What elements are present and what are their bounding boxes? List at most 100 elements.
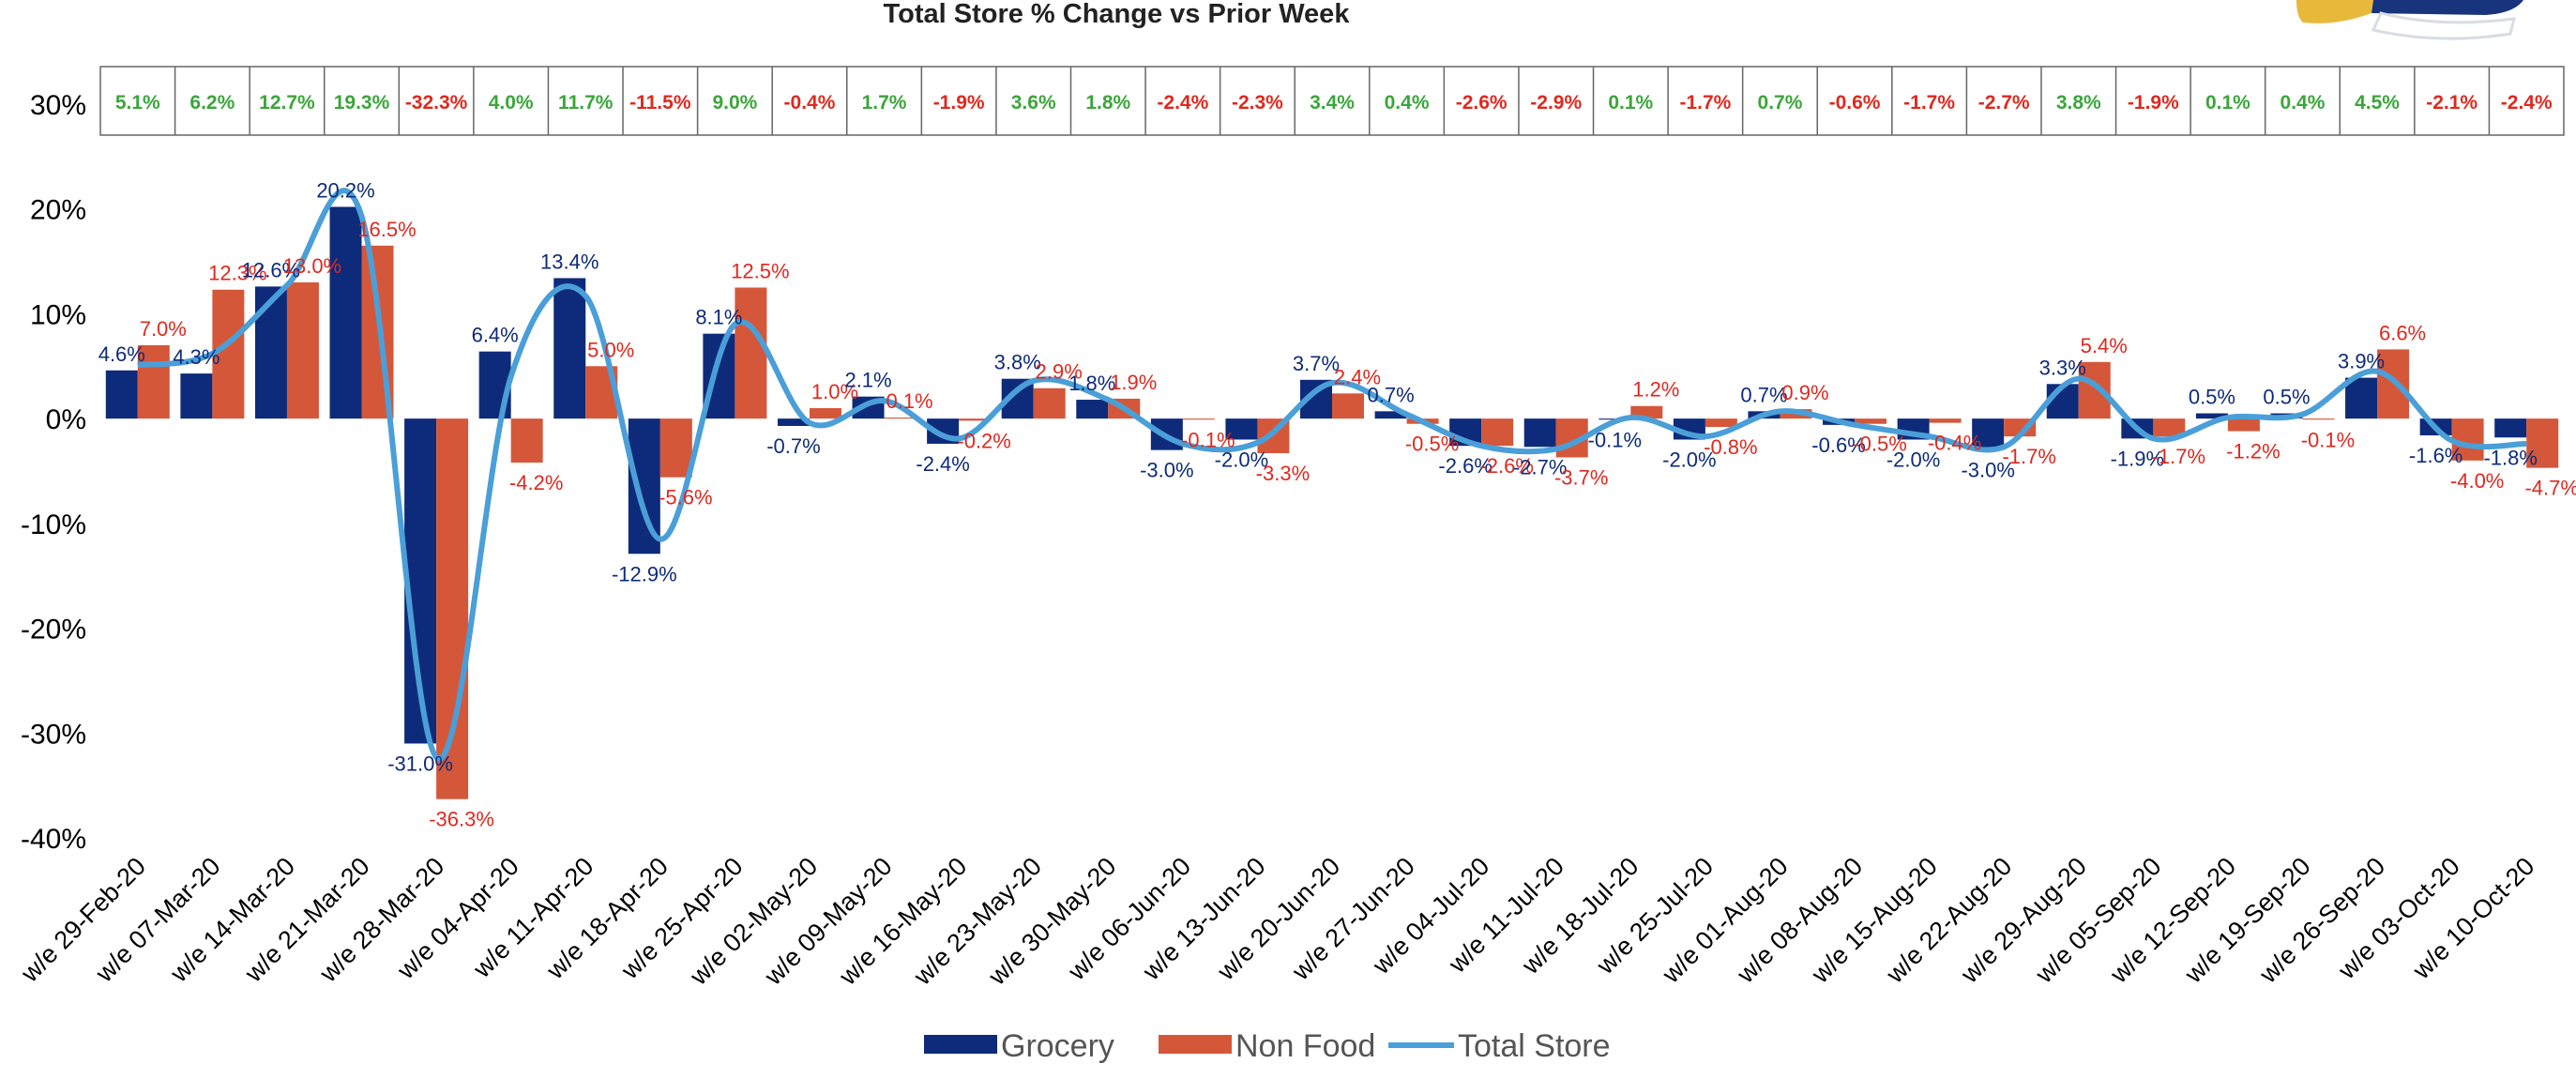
y-tick-label: 0% <box>46 404 86 435</box>
nonfood-data-label: 2.4% <box>1334 365 1381 388</box>
nonfood-bar <box>510 418 543 464</box>
y-tick-label: 20% <box>30 195 86 226</box>
x-tick-label: w/e 12-Sep-20 <box>2104 852 2241 989</box>
nonfood-data-label: -0.5% <box>1853 433 1906 456</box>
grocery-data-label: 20.2% <box>316 178 374 202</box>
legend-item-nonfood-label: Non Food <box>1235 1028 1375 1064</box>
nonfood-bar <box>2526 418 2559 468</box>
grocery-data-label: 12.6% <box>242 258 300 281</box>
x-tick-label: w/e 08-Aug-20 <box>1731 852 1868 989</box>
nonfood-data-label: -0.8% <box>1704 435 1757 459</box>
nonfood-bar <box>436 418 469 799</box>
y-tick-label: -10% <box>21 509 86 540</box>
grocery-bar <box>2494 418 2527 438</box>
table-cell-value: 0.4% <box>1385 92 1430 114</box>
table-cell-value: 12.7% <box>259 92 315 114</box>
data-labels: 4.6%7.0% 4.3% 12.3%12.6%13.0% 20.2% 16.5% -31… <box>98 178 2576 830</box>
grocery-data-label: 3.7% <box>1293 352 1340 375</box>
table-cell-value: 0.1% <box>1608 92 1653 114</box>
grocery-bar <box>777 418 810 426</box>
x-tick-label: w/e 26-Sep-20 <box>2253 852 2390 989</box>
table-cell-value: -2.7% <box>1978 92 2030 114</box>
y-axis: 30% 20% 10% 0% -10% -20% -30% -40% <box>21 90 86 855</box>
grocery-data-label: 1.8% <box>1068 372 1115 395</box>
grocery-data-label: 8.1% <box>695 306 742 329</box>
nonfood-data-label: -0.5% <box>1405 433 1459 456</box>
nonfood-data-label: -2.6% <box>1479 454 1533 478</box>
grocery-bar <box>1374 411 1407 419</box>
grocery-data-label: -0.1% <box>1588 428 1642 451</box>
nonfood-bar <box>2302 418 2335 420</box>
brand-logo <box>2296 0 2523 40</box>
grocery-data-label: 0.7% <box>1367 383 1414 406</box>
table-cell-value: 9.0% <box>712 92 757 114</box>
table-cell-value: -2.6% <box>1456 92 1508 114</box>
nonfood-bar <box>1182 418 1215 420</box>
legend-item-nonfood-swatch <box>1159 1035 1232 1054</box>
grocery-data-label: -2.0% <box>1887 448 1940 471</box>
x-tick-label: w/e 23-May-20 <box>908 852 1047 991</box>
grocery-data-label: -1.8% <box>2483 446 2537 469</box>
table-cell-value: -0.6% <box>1829 92 1881 114</box>
table-cell-value: 6.2% <box>189 92 235 114</box>
grocery-data-label: 3.8% <box>994 351 1041 374</box>
table-cell-value: 1.8% <box>1085 92 1130 114</box>
nonfood-data-label: -5.6% <box>659 486 712 509</box>
table-cell-value: -2.9% <box>1530 92 1582 114</box>
grocery-data-label: -2.6% <box>1438 454 1492 478</box>
nonfood-bar <box>2451 418 2484 461</box>
table-cell-value: 19.3% <box>334 92 390 114</box>
grocery-data-label: -12.9% <box>612 562 677 585</box>
table-cell-value: 3.8% <box>2056 92 2101 114</box>
nonfood-data-label: 16.5% <box>357 218 416 241</box>
y-tick-label: -40% <box>21 824 86 855</box>
nonfood-data-label: -0.1% <box>1181 428 1235 451</box>
nonfood-data-label: 5.4% <box>2081 334 2128 357</box>
nonfood-data-label: -3.7% <box>1554 465 1608 489</box>
table-cell-value: 0.7% <box>1758 92 1803 114</box>
y-tick-label: -20% <box>21 615 86 646</box>
table-cell-value: -2.3% <box>1232 92 1283 114</box>
nonfood-data-label: -36.3% <box>429 808 494 831</box>
table-cell-value: 3.4% <box>1310 92 1355 114</box>
nonfood-bar <box>1033 388 1066 419</box>
nonfood-bar <box>286 281 319 419</box>
grocery-data-label: 13.4% <box>540 250 599 273</box>
nonfood-bar <box>659 418 692 478</box>
grocery-bar <box>105 370 138 419</box>
x-tick-label: w/e 16-May-20 <box>833 852 972 991</box>
table-cell-value: -2.4% <box>1157 92 1208 114</box>
grocery-data-label: 2.1% <box>844 369 891 392</box>
table-cell-value: -1.7% <box>1679 92 1731 114</box>
total-store-line <box>137 188 2527 762</box>
grocery-data-label: 3.9% <box>2338 350 2385 373</box>
nonfood-bar <box>1855 418 1887 424</box>
nonfood-data-label: 13.0% <box>283 254 341 278</box>
legend-item-grocery-label: Grocery <box>1001 1028 1114 1064</box>
table-cell-value: 1.7% <box>862 92 907 114</box>
x-tick-label: w/e 01-Aug-20 <box>1657 852 1794 989</box>
nonfood-data-label: 1.2% <box>1632 378 1679 402</box>
total-store-line-path <box>137 188 2527 762</box>
grocery-data-label: 4.6% <box>98 342 145 366</box>
grocery-bar <box>553 278 586 419</box>
nonfood-data-label: 5.0% <box>587 338 634 361</box>
grocery-bar <box>1523 418 1556 448</box>
nonfood-data-label: 0.1% <box>886 389 932 413</box>
grocery-data-label: 3.3% <box>2039 356 2086 379</box>
nonfood-data-label: -0.4% <box>1928 432 1981 455</box>
x-axis: w/e 29-Feb-20w/e 07-Mar-20w/e 14-Mar-20w… <box>15 852 2539 991</box>
nonfood-data-label: -0.1% <box>2301 428 2355 451</box>
grocery-data-label: -3.0% <box>1140 459 1193 482</box>
table-cell-value: 5.1% <box>115 92 160 114</box>
legend: Grocery Non Food Total Store <box>924 1028 1611 1064</box>
grocery-data-label: 6.4% <box>472 324 519 347</box>
legend-item-grocery-swatch <box>924 1035 997 1054</box>
grocery-data-label: 4.3% <box>173 345 220 369</box>
bars <box>105 206 2559 799</box>
grocery-data-label: -2.7% <box>1513 455 1567 479</box>
nonfood-data-label: -1.2% <box>2226 440 2280 464</box>
nonfood-data-label: -4.0% <box>2450 469 2504 493</box>
grocery-bar <box>1076 400 1109 419</box>
grocery-data-label: -1.6% <box>2409 444 2462 467</box>
